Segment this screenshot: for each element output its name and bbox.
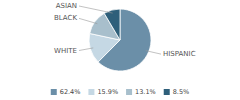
slice-label: BLACK	[54, 14, 77, 22]
slice-label: WHITE	[54, 47, 77, 55]
labels: HISPANIC WHITE BLACK ASIAN	[54, 2, 196, 58]
slice-label: HISPANIC	[163, 50, 196, 58]
leader-line	[79, 18, 97, 23]
legend-label: 15.9%	[97, 88, 118, 96]
legend-swatch	[126, 89, 132, 95]
pie-slice	[104, 9, 120, 40]
legend: 62.4% 15.9% 13.1% 8.5%	[51, 88, 189, 96]
legend-label: 13.1%	[135, 88, 156, 96]
legend-swatch	[51, 89, 57, 95]
slice-label: ASIAN	[56, 2, 77, 10]
leader-line	[79, 48, 93, 51]
chart: HISPANIC WHITE BLACK ASIAN 62.4% 15.9% 13.1% 8.…	[0, 0, 240, 100]
pie	[89, 9, 151, 71]
legend-swatch	[164, 89, 170, 95]
legend-label: 62.4%	[60, 88, 81, 96]
leader-line	[79, 6, 113, 13]
leader-line	[146, 51, 161, 54]
legend-swatch	[88, 89, 94, 95]
legend-label: 8.5%	[173, 88, 190, 96]
